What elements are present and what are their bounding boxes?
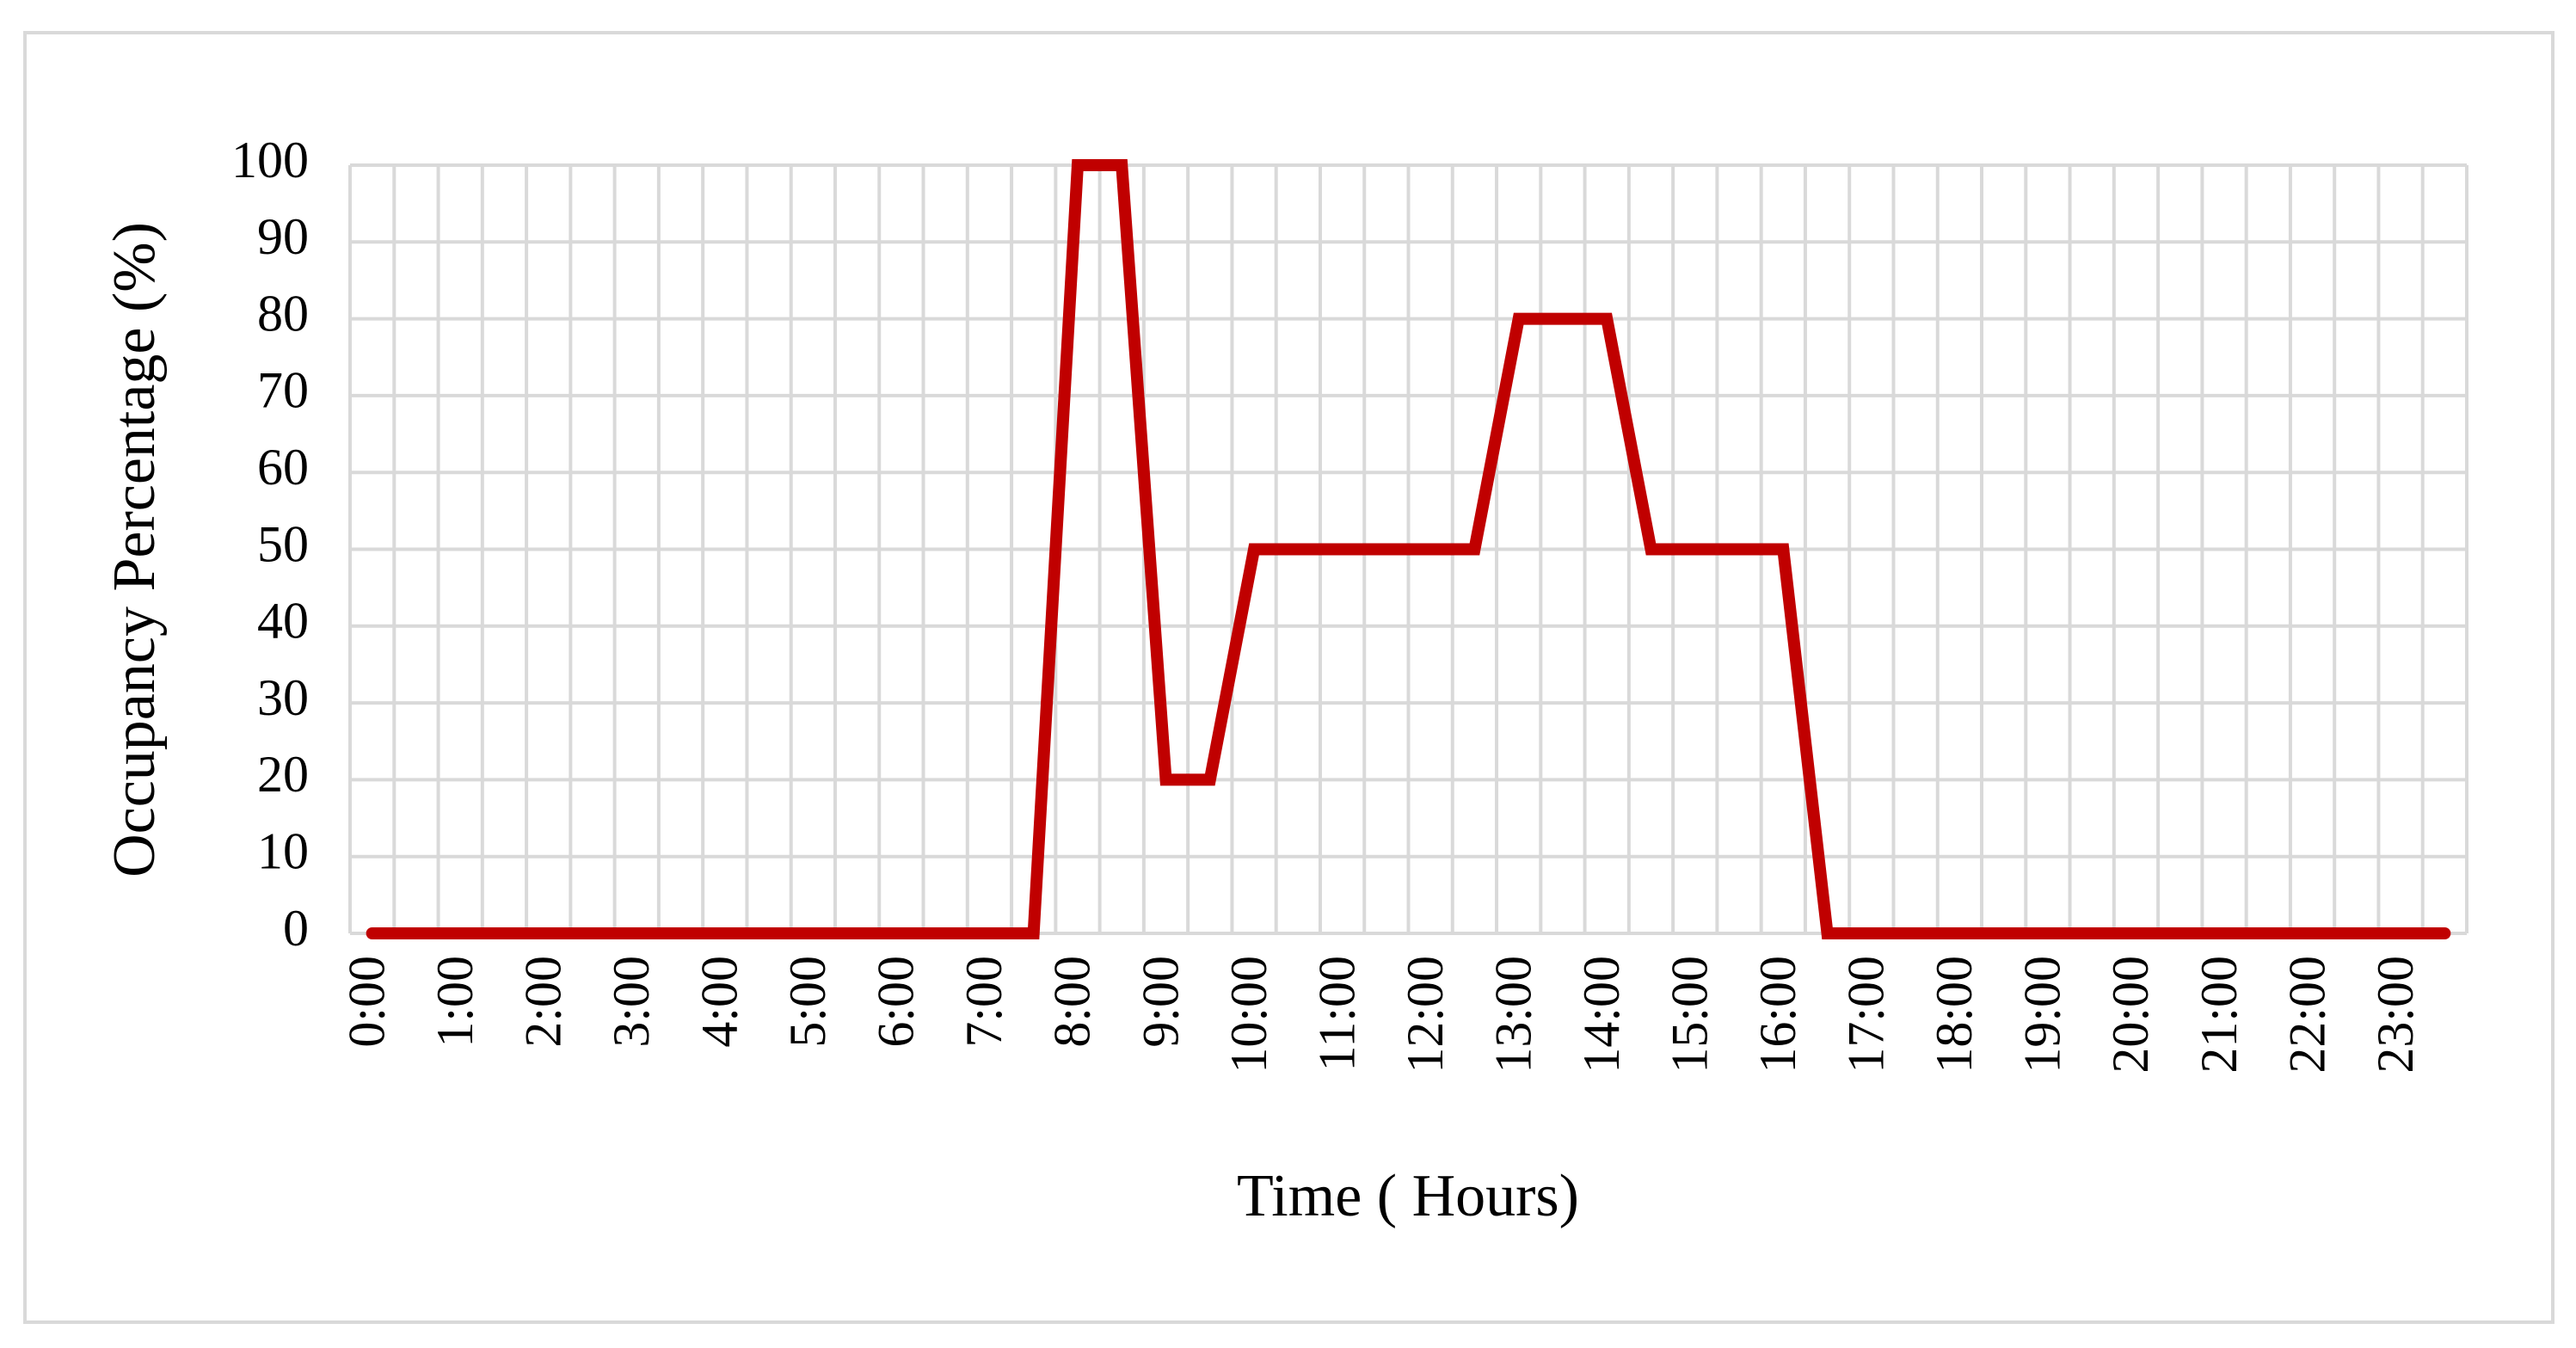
x-tick-label: 16:00 bbox=[1749, 956, 1806, 1074]
data-line bbox=[366, 159, 2451, 939]
x-tick-label: 7:00 bbox=[956, 956, 1012, 1048]
y-tick-label: 20 bbox=[257, 746, 309, 803]
x-tick-label: 10:00 bbox=[1220, 956, 1277, 1074]
x-tick-label: 1:00 bbox=[427, 956, 483, 1048]
y-axis-title: Occupancy Percentage (%) bbox=[101, 222, 168, 877]
x-tick-label: 5:00 bbox=[779, 956, 836, 1048]
x-axis-title: Time ( Hours) bbox=[1237, 1163, 1579, 1229]
x-tick-label: 9:00 bbox=[1132, 956, 1189, 1048]
chart-border bbox=[23, 31, 2554, 1324]
x-tick-label: 12:00 bbox=[1397, 956, 1454, 1074]
x-tick-label: 2:00 bbox=[514, 956, 571, 1048]
x-tick-label: 22:00 bbox=[2278, 956, 2335, 1074]
y-tick-label: 90 bbox=[257, 208, 309, 265]
x-tick-label: 14:00 bbox=[1573, 956, 1630, 1074]
x-tick-label: 20:00 bbox=[2102, 956, 2159, 1074]
y-tick-label: 40 bbox=[257, 593, 309, 649]
y-tick-label: 10 bbox=[257, 822, 309, 879]
x-tick-label: 13:00 bbox=[1485, 956, 1541, 1074]
y-tick-label: 50 bbox=[257, 515, 309, 572]
x-tick-label: 21:00 bbox=[2191, 956, 2247, 1074]
x-tick-label: 19:00 bbox=[2014, 956, 2071, 1074]
x-tick-label: 6:00 bbox=[868, 956, 925, 1048]
x-tick-label: 8:00 bbox=[1044, 956, 1101, 1048]
y-tick-label: 80 bbox=[257, 285, 309, 342]
x-tick-label: 18:00 bbox=[1926, 956, 1983, 1074]
y-tick-label: 30 bbox=[257, 669, 309, 726]
y-tick-label: 100 bbox=[231, 132, 309, 188]
x-tick-label: 11:00 bbox=[1308, 956, 1365, 1071]
x-tick-label: 0:00 bbox=[338, 956, 395, 1048]
x-tick-label: 23:00 bbox=[2367, 956, 2424, 1074]
x-tick-label: 15:00 bbox=[1662, 956, 1718, 1074]
x-tick-label: 17:00 bbox=[1838, 956, 1895, 1074]
y-tick-label: 70 bbox=[257, 362, 309, 419]
y-tick-label: 0 bbox=[283, 900, 309, 957]
x-tick-label: 4:00 bbox=[692, 956, 748, 1048]
x-tick-label: 3:00 bbox=[603, 956, 660, 1048]
y-tick-label: 60 bbox=[257, 439, 309, 495]
